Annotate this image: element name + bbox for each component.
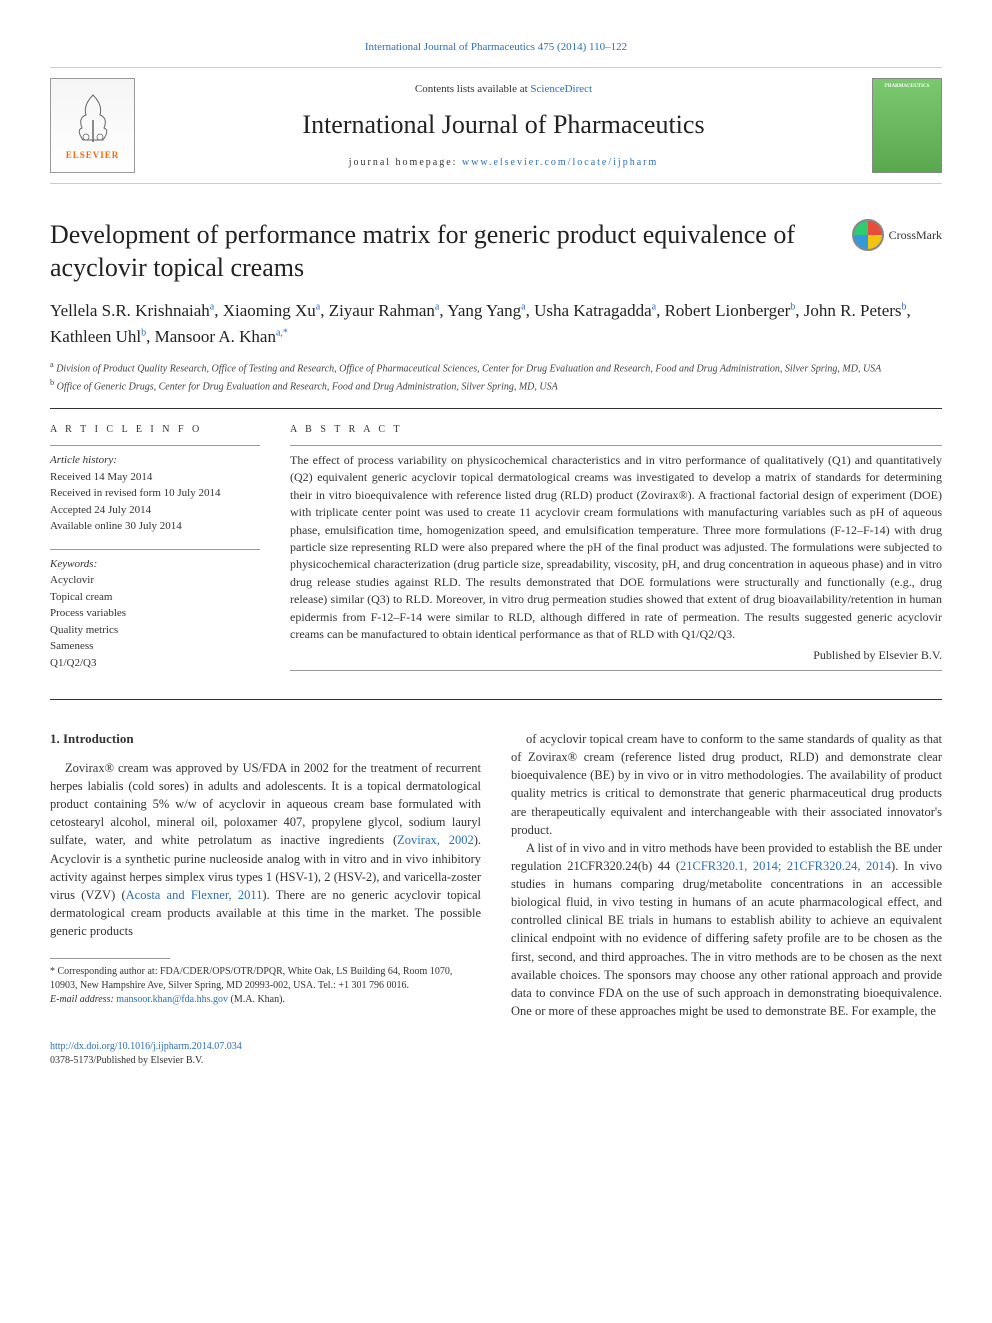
- journal-header: ELSEVIER Contents lists available at Sci…: [50, 67, 942, 184]
- keyword: Acyclovir: [50, 572, 260, 589]
- article-info-heading: A R T I C L E I N F O: [50, 423, 260, 437]
- keyword: Topical cream: [50, 589, 260, 606]
- crossmark-badge[interactable]: CrossMark: [852, 219, 942, 251]
- author: Robert Lionberger: [665, 301, 791, 320]
- author: Ziyaur Rahman: [329, 301, 435, 320]
- text-run: ). In vivo studies in humans comparing d…: [511, 859, 942, 1018]
- author-affil-marker: a: [521, 302, 525, 313]
- affiliation-b-text: Office of Generic Drugs, Center for Drug…: [57, 381, 558, 392]
- author-affil-marker: b: [902, 302, 907, 313]
- author: Yang Yang: [447, 301, 521, 320]
- author-affil-marker: a: [316, 302, 320, 313]
- corresponding-author-footnote: * Corresponding author at: FDA/CDER/OPS/…: [50, 965, 481, 1007]
- author: Kathleen Uhl: [50, 327, 141, 346]
- homepage-prefix: journal homepage:: [349, 157, 462, 168]
- divider: [50, 445, 260, 446]
- author-affil-marker: b: [790, 302, 795, 313]
- running-header: International Journal of Pharmaceutics 4…: [50, 40, 942, 55]
- author: Usha Katragadda: [534, 301, 652, 320]
- cover-thumb-label: PHARMACEUTICS: [885, 83, 930, 90]
- history-line: Received 14 May 2014: [50, 469, 260, 486]
- author: John R. Peters: [804, 301, 902, 320]
- affiliation-a-text: Division of Product Quality Research, Of…: [56, 364, 881, 375]
- doi-link[interactable]: http://dx.doi.org/10.1016/j.ijpharm.2014…: [50, 1041, 242, 1052]
- journal-name: International Journal of Pharmaceutics: [150, 107, 857, 143]
- keyword: Process variables: [50, 605, 260, 622]
- crossmark-label: CrossMark: [889, 227, 942, 244]
- author-affil-marker: a: [652, 302, 656, 313]
- email-link[interactable]: mansoor.khan@fda.hhs.gov: [116, 994, 228, 1005]
- column-left: 1. Introduction Zovirax® cream was appro…: [50, 730, 481, 1020]
- email-suffix: (M.A. Khan).: [228, 994, 285, 1005]
- author-affil-marker: b: [141, 327, 146, 338]
- author: Yellela S.R. Krishnaiah: [50, 301, 210, 320]
- article-info: A R T I C L E I N F O Article history: R…: [50, 423, 260, 685]
- body-columns: 1. Introduction Zovirax® cream was appro…: [50, 730, 942, 1020]
- abstract-text: The effect of process variability on phy…: [290, 452, 942, 643]
- section-title: Introduction: [63, 731, 134, 746]
- article-history: Article history: Received 14 May 2014Rec…: [50, 452, 260, 535]
- divider: [50, 408, 942, 409]
- header-center: Contents lists available at ScienceDirec…: [150, 82, 857, 170]
- affiliation-b: b Office of Generic Drugs, Center for Dr…: [50, 377, 942, 394]
- divider: [290, 445, 942, 446]
- issn-line: 0378-5173/Published by Elsevier B.V.: [50, 1054, 942, 1068]
- abstract-publisher: Published by Elsevier B.V.: [290, 647, 942, 664]
- history-line: Accepted 24 July 2014: [50, 502, 260, 519]
- author: Xiaoming Xu: [223, 301, 316, 320]
- affiliation-a: a Division of Product Quality Research, …: [50, 359, 942, 376]
- journal-homepage: journal homepage: www.elsevier.com/locat…: [150, 156, 857, 170]
- keyword: Q1/Q2/Q3: [50, 655, 260, 672]
- citation-link[interactable]: Acosta and Flexner, 2011: [126, 888, 263, 902]
- elsevier-logo[interactable]: ELSEVIER: [50, 78, 135, 173]
- keywords-block: Keywords: AcyclovirTopical creamProcess …: [50, 556, 260, 672]
- article-title: Development of performance matrix for ge…: [50, 219, 837, 284]
- homepage-link[interactable]: www.elsevier.com/locate/ijpharm: [462, 157, 658, 168]
- author-affil-marker: a: [210, 302, 214, 313]
- author-list: Yellela S.R. Krishnaiaha, Xiaoming Xua, …: [50, 298, 942, 349]
- elsevier-label: ELSEVIER: [66, 149, 120, 162]
- keywords-label: Keywords:: [50, 556, 260, 573]
- title-row: Development of performance matrix for ge…: [50, 219, 942, 284]
- sciencedirect-link[interactable]: ScienceDirect: [530, 83, 592, 95]
- affiliations: a Division of Product Quality Research, …: [50, 359, 942, 394]
- elsevier-tree-icon: [68, 90, 118, 145]
- divider: [50, 699, 942, 700]
- author: Mansoor A. Khan: [155, 327, 276, 346]
- history-line: Available online 30 July 2014: [50, 518, 260, 535]
- author-affil-marker: a: [435, 302, 439, 313]
- column-right: of acyclovir topical cream have to confo…: [511, 730, 942, 1020]
- abstract: A B S T R A C T The effect of process va…: [290, 423, 942, 685]
- history-line: Received in revised form 10 July 2014: [50, 485, 260, 502]
- section-heading: 1. Introduction: [50, 730, 481, 749]
- history-label: Article history:: [50, 452, 260, 469]
- section-number: 1.: [50, 731, 60, 746]
- citation-link[interactable]: 21CFR320.1, 2014; 21CFR320.24, 2014: [680, 859, 891, 873]
- email-label: E-mail address:: [50, 994, 116, 1005]
- keyword: Quality metrics: [50, 622, 260, 639]
- divider: [290, 670, 942, 671]
- info-abstract-row: A R T I C L E I N F O Article history: R…: [50, 423, 942, 685]
- footnote-email-line: E-mail address: mansoor.khan@fda.hhs.gov…: [50, 993, 481, 1007]
- author-affil-marker: a,*: [276, 327, 288, 338]
- abstract-heading: A B S T R A C T: [290, 423, 942, 437]
- page-footer: http://dx.doi.org/10.1016/j.ijpharm.2014…: [50, 1040, 942, 1068]
- journal-cover-thumb[interactable]: PHARMACEUTICS: [872, 78, 942, 173]
- citation-link[interactable]: Zovirax, 2002: [397, 833, 474, 847]
- footnote-corr: * Corresponding author at: FDA/CDER/OPS/…: [50, 965, 481, 993]
- contents-line: Contents lists available at ScienceDirec…: [150, 82, 857, 97]
- paragraph: Zovirax® cream was approved by US/FDA in…: [50, 759, 481, 940]
- keyword: Sameness: [50, 638, 260, 655]
- paragraph: of acyclovir topical cream have to confo…: [511, 730, 942, 839]
- crossmark-icon: [852, 219, 884, 251]
- contents-prefix: Contents lists available at: [415, 83, 530, 95]
- paragraph: A list of in vivo and in vitro methods h…: [511, 839, 942, 1020]
- footnote-separator: [50, 958, 170, 959]
- running-header-text[interactable]: International Journal of Pharmaceutics 4…: [365, 41, 627, 53]
- divider: [50, 549, 260, 550]
